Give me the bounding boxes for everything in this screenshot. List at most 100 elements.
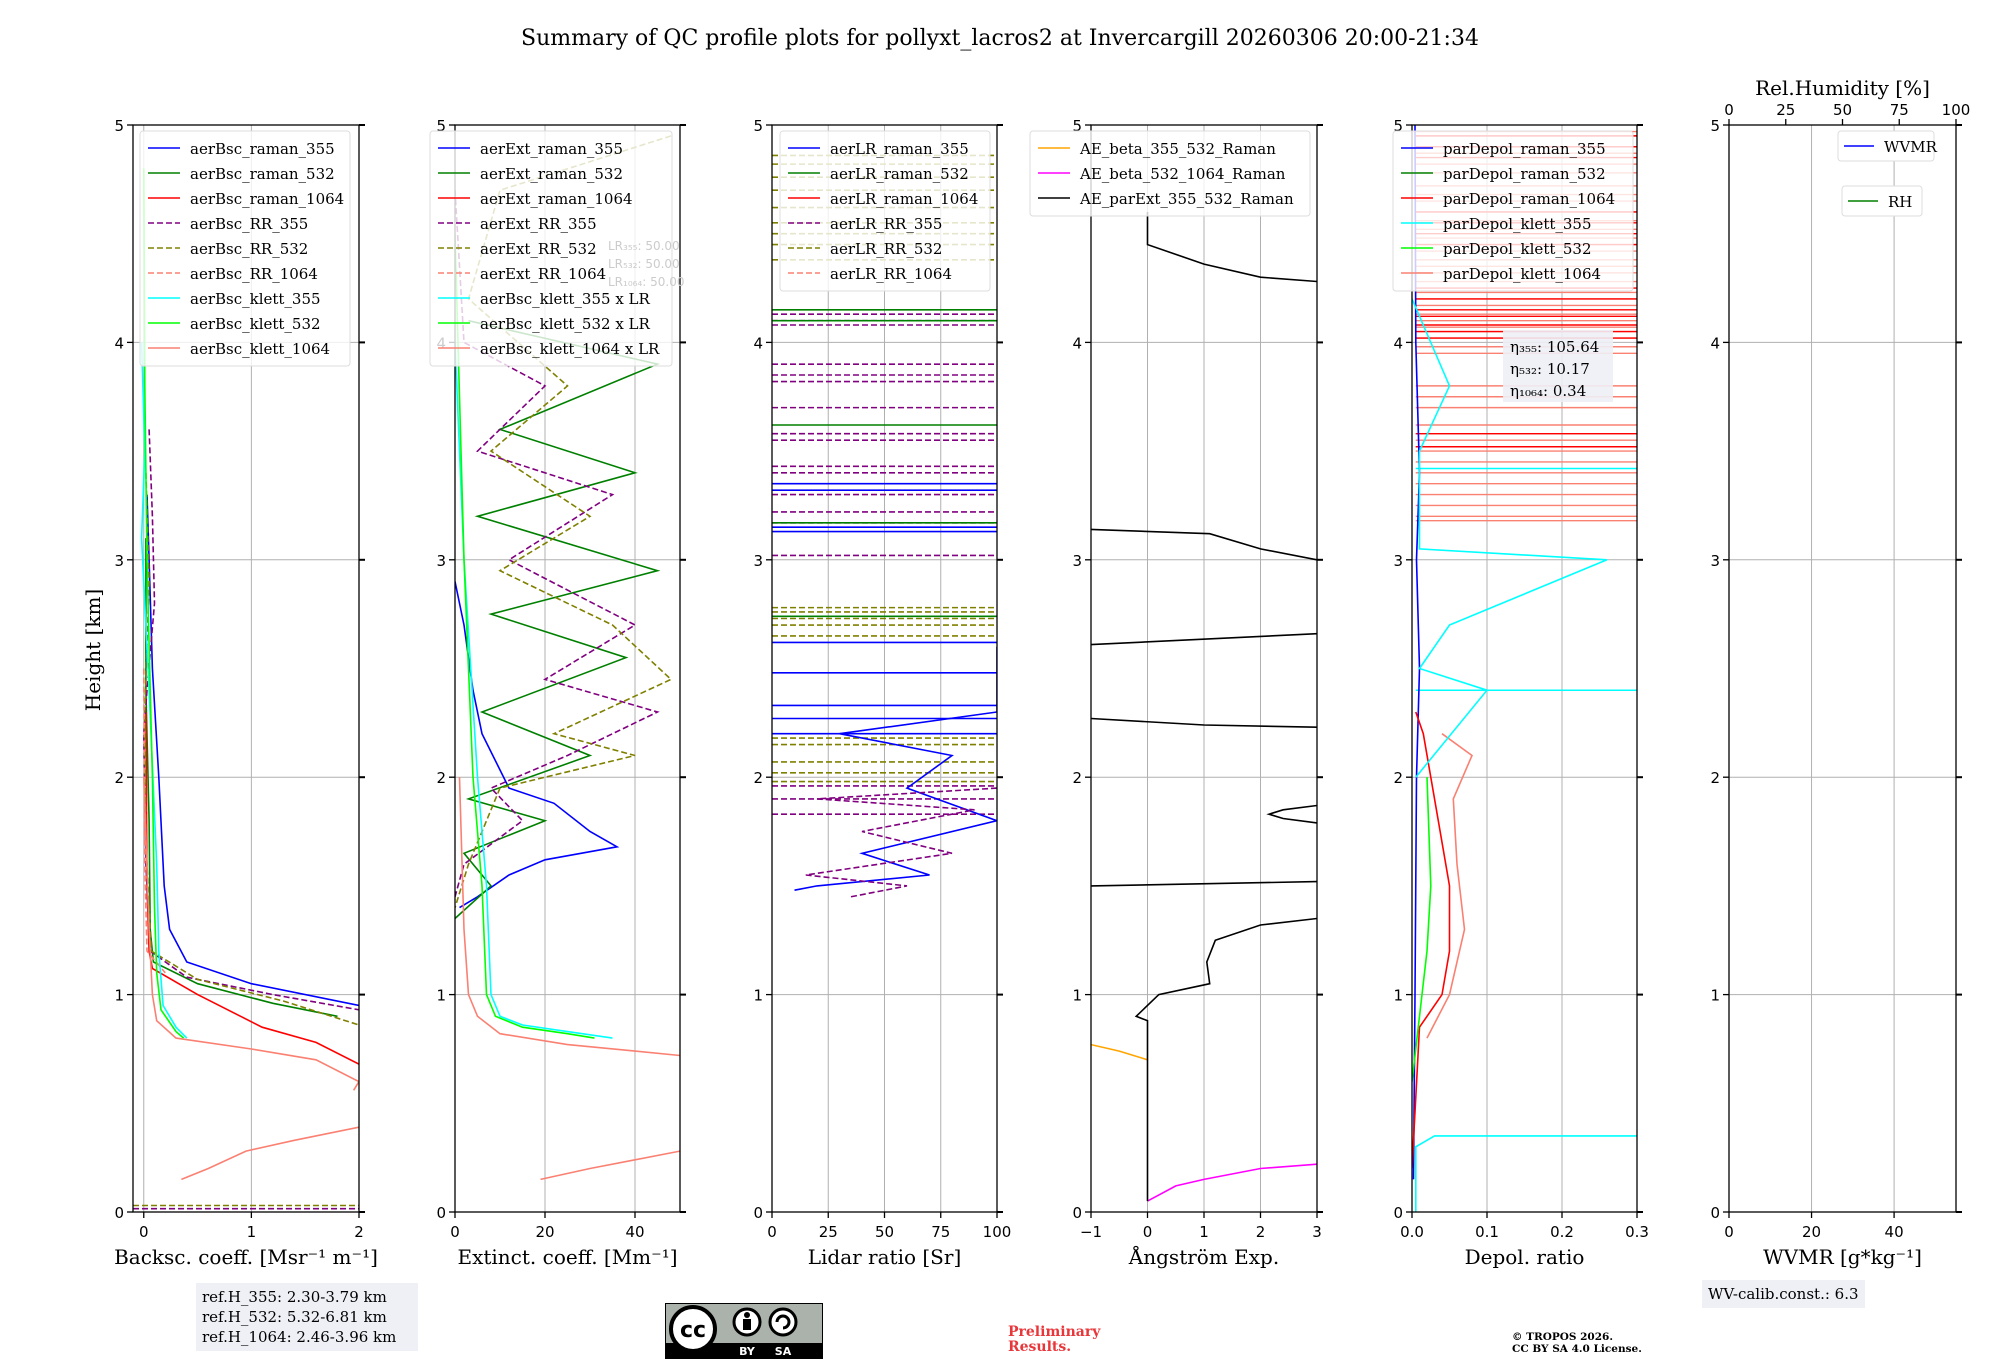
ref-height-532: ref.H_532: 5.32-6.81 km	[202, 1308, 387, 1326]
y-tick-label: 2	[1710, 769, 1720, 787]
legend-label: aerBsc_raman_355	[190, 140, 335, 158]
eta-label: η₃₅₅: 105.64	[1510, 338, 1599, 356]
y-tick-label: 5	[1710, 117, 1720, 135]
x-tick-label: 0	[1724, 1223, 1734, 1241]
preliminary-note: Preliminary Results.	[1008, 1325, 1100, 1355]
top-x-tick-label: 25	[1776, 101, 1795, 119]
series-line	[1415, 1135, 1637, 1212]
y-tick-label: 2	[1393, 769, 1403, 787]
series-line	[1147, 1163, 1317, 1202]
y-tick-label: 5	[1393, 117, 1403, 135]
series-line	[1091, 1043, 1148, 1061]
series-line	[1266, 804, 1317, 824]
series-line	[1091, 880, 1317, 887]
x-axis-label: WVMR [g*kg⁻¹]	[1763, 1245, 1922, 1269]
y-tick-label: 5	[436, 117, 446, 135]
series-line	[1134, 917, 1317, 1202]
axes-frame	[1728, 124, 1957, 1213]
y-tick-label: 2	[436, 769, 446, 787]
x-tick-label: 20	[535, 1223, 554, 1241]
series-line	[455, 319, 661, 920]
wv-calibration-box: WV-calib.const.: 6.3	[1702, 1280, 1865, 1308]
y-tick-label: 1	[1393, 987, 1403, 1005]
cc-license-badge: cc BY SA	[665, 1303, 823, 1359]
legend-label: aerExt_raman_532	[480, 165, 623, 183]
lr-note: LR₁₀₆₄: 50.00	[608, 275, 684, 289]
plot-area	[455, 135, 680, 1181]
x-tick-label: 0	[767, 1223, 777, 1241]
legend-label: aerLR_raman_532	[830, 165, 969, 183]
legend-label: AE_beta_355_532_Raman	[1079, 140, 1276, 158]
y-tick-label: 1	[1072, 987, 1082, 1005]
axes-frame	[132, 124, 360, 1213]
legend-label: aerLR_raman_355	[830, 140, 969, 158]
lr-note: LR₃₅₅: 50.00	[608, 239, 680, 253]
series-line	[1091, 528, 1317, 561]
legend-label: aerBsc_klett_1064	[190, 340, 330, 358]
axes-frame	[454, 124, 681, 1213]
legend-box	[779, 130, 991, 292]
legend-label: parDepol_raman_1064	[1443, 190, 1615, 208]
y-tick-label: 0	[436, 1204, 446, 1222]
legend-label: aerLR_RR_1064	[830, 265, 952, 283]
y-tick-label: 0	[1072, 1204, 1082, 1222]
top-x-tick-label: 0	[1724, 101, 1734, 119]
legend-label: AE_beta_532_1064_Raman	[1079, 165, 1286, 183]
x-tick-label: 0.2	[1550, 1223, 1574, 1241]
legend-box	[139, 130, 351, 367]
y-tick-label: 5	[114, 117, 124, 135]
legend-label: aerLR_raman_1064	[830, 190, 978, 208]
x-tick-label: 0.0	[1400, 1223, 1424, 1241]
series-line	[1146, 212, 1317, 283]
y-tick-label: 3	[753, 552, 763, 570]
top-x-tick-label: 100	[1942, 101, 1971, 119]
y-tick-label: 0	[1710, 1204, 1720, 1222]
x-tick-label: 2	[354, 1223, 364, 1241]
x-tick-label: 0.3	[1625, 1223, 1649, 1241]
copyright-line-1: © TROPOS 2026.	[1512, 1331, 1614, 1343]
legend-label: aerBsc_klett_355	[190, 290, 321, 308]
x-tick-label: 75	[931, 1223, 950, 1241]
y-tick-label: 2	[114, 769, 124, 787]
top-x-tick-label: 75	[1890, 101, 1909, 119]
series-line	[140, 342, 188, 1039]
eta-label: η₅₃₂: 10.17	[1510, 360, 1590, 378]
y-tick-label: 1	[114, 987, 124, 1005]
series-line	[143, 777, 359, 1091]
legend-box	[1841, 185, 1923, 217]
legend-label: aerBsc_klett_355 x LR	[480, 290, 651, 308]
panel-bsc: 0 1 2 3 4 5 0 1 2 Backsc. coeff. [Msr⁻¹ m⁻¹] aerBs…	[114, 117, 378, 1269]
x-tick-label: 0	[1143, 1223, 1153, 1241]
legend-label: aerExt_RR_355	[480, 215, 597, 233]
by-text: BY	[739, 1345, 756, 1358]
x-axis-label: Extinct. coeff. [Mm⁻¹]	[457, 1245, 677, 1269]
legend-label: AE_parExt_355_532_Raman	[1079, 190, 1294, 208]
y-tick-label: 0	[114, 1204, 124, 1222]
series-line	[145, 711, 359, 1065]
legend-label: aerExt_RR_1064	[480, 265, 606, 283]
legend-label: WVMR	[1884, 138, 1938, 156]
x-tick-label: 50	[875, 1223, 894, 1241]
ref-height-1064: ref.H_1064: 2.46-3.96 km	[202, 1328, 397, 1346]
panel-depol: 0 1 2 3 4 5 0.0 0.1 0.2 0.3 Depol. ratio parDepol_r…	[1392, 117, 1649, 1269]
legend-label: aerBsc_RR_532	[190, 240, 308, 258]
series-line	[1091, 632, 1317, 646]
plot-area	[133, 168, 359, 1210]
series-line	[1091, 717, 1317, 728]
legend-label: aerLR_RR_532	[830, 240, 942, 258]
x-tick-label: 0	[139, 1223, 149, 1241]
y-tick-label: 0	[753, 1204, 763, 1222]
x-tick-label: 40	[625, 1223, 644, 1241]
y-tick-label: 4	[1710, 334, 1720, 352]
x-tick-label: 0	[450, 1223, 460, 1241]
legend-label: parDepol_klett_1064	[1443, 265, 1601, 283]
y-tick-label: 2	[753, 769, 763, 787]
legend-box	[1029, 130, 1311, 217]
series-line	[146, 494, 359, 1007]
x-tick-label: 0.1	[1475, 1223, 1499, 1241]
x-tick-label: 2	[1256, 1223, 1266, 1241]
